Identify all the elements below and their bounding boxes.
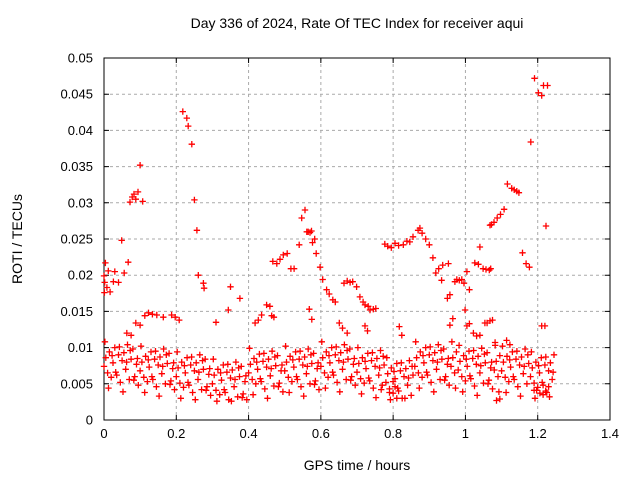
y-tick-label: 0.005: [60, 376, 93, 391]
x-tick-label: 0.8: [384, 426, 402, 441]
y-tick-label: 0: [86, 413, 93, 428]
y-tick-label: 0.05: [68, 51, 93, 66]
x-tick-labels: 0 0.2 0.4 0.6 0.8 1 1.2 1.4: [100, 426, 619, 441]
tick-marks: [103, 57, 611, 421]
x-axis-label: GPS time / hours: [303, 457, 411, 473]
y-tick-label: 0.045: [60, 87, 93, 102]
y-tick-label: 0.025: [60, 232, 93, 247]
y-tick-label: 0.03: [68, 195, 93, 210]
x-tick-label: 1.2: [529, 426, 547, 441]
x-tick-label: 1: [462, 426, 469, 441]
x-tick-label: 1.4: [601, 426, 619, 441]
x-tick-label: 0.2: [167, 426, 185, 441]
y-tick-label: 0.01: [68, 340, 93, 355]
data-points: [100, 75, 558, 405]
y-tick-label: 0.015: [60, 304, 93, 319]
y-tick-label: 0.02: [68, 268, 93, 283]
y-tick-label: 0.04: [68, 123, 93, 138]
x-tick-label: 0: [100, 426, 107, 441]
y-tick-label: 0.035: [60, 159, 93, 174]
x-tick-label: 0.4: [240, 426, 258, 441]
y-tick-labels: 0 0.005 0.01 0.015 0.02 0.025 0.03 0.035 0.04 0.0…: [60, 51, 93, 428]
chart-title: Day 336 of 2024, Rate Of TEC Index for r…: [190, 15, 524, 31]
x-tick-label: 0.6: [312, 426, 330, 441]
gridlines: [104, 58, 610, 420]
